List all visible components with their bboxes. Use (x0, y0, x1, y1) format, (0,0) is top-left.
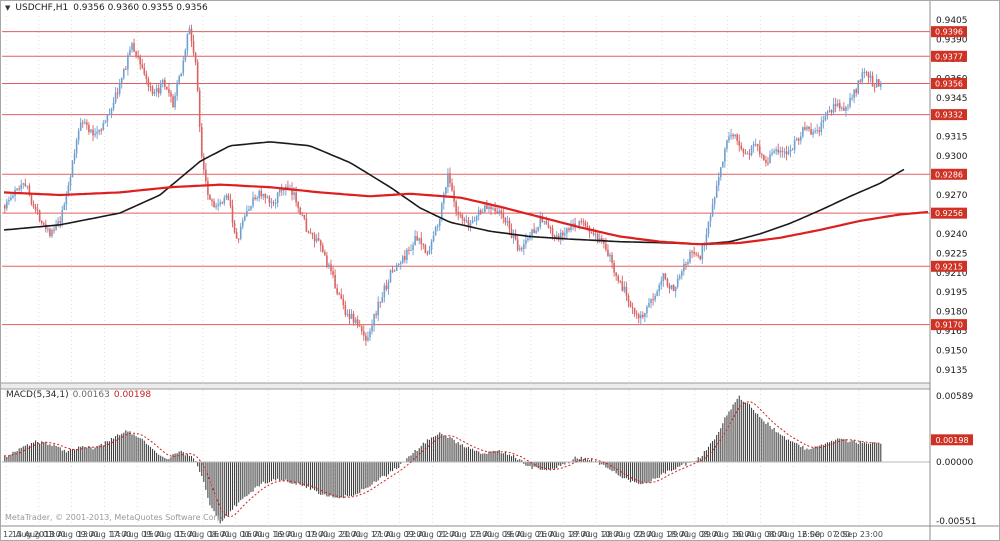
time-tick-label: 26 Aug 01:00 (504, 530, 558, 539)
price-level-badge (931, 50, 967, 62)
price-tick-label: 0.9345 (936, 94, 968, 104)
time-tick-label: 2 Sep 23:00 (835, 530, 883, 539)
time-tick-label: 20 Aug 17:00 (340, 530, 394, 539)
macd-layer (2, 395, 930, 524)
price-level-badge (931, 26, 967, 38)
ma-slow-black-line (3, 141, 905, 245)
macd-name: MACD(5,34,1) (6, 390, 69, 400)
svg-text:0.9396: 0.9396 (935, 28, 963, 37)
time-tick-label: 28 Aug 18:00 (635, 530, 689, 539)
price-tick-label: 0.9300 (936, 152, 968, 162)
time-tick-label: 26 Aug 18:00 (537, 530, 591, 539)
time-tick-label: 14 Aug 09:00 (110, 530, 164, 539)
ma-fast-red-line (3, 183, 929, 246)
svg-text:0.9286: 0.9286 (935, 170, 963, 179)
svg-text:0.9332: 0.9332 (935, 111, 963, 120)
price-tick-label: 0.9225 (936, 249, 968, 259)
time-tick-label: 27 Aug 10:00 (569, 530, 623, 539)
copyright-notice: MetaTrader, © 2001-2013, MetaQuotes Soft… (5, 513, 225, 522)
macd-tick-label: -0.00551 (936, 517, 976, 527)
macd-indicator-label: MACD(5,34,1) 0.00163 0.00198 (6, 390, 151, 400)
price-tick-label: 0.9195 (936, 288, 968, 298)
price-tick-label: 0.9165 (936, 327, 968, 337)
macd-tick-label: 0.00000 (936, 458, 973, 468)
macd-signal-line (3, 401, 878, 518)
pane-separator (0, 382, 1000, 390)
candles-layer (4, 24, 882, 346)
time-tick-label: 16 Aug 16:00 (241, 530, 295, 539)
time-tick-label: 15 Aug 01:00 (143, 530, 197, 539)
time-tick-label: 13 Aug 17:00 (77, 530, 131, 539)
svg-text:0.9356: 0.9356 (935, 80, 963, 89)
time-tick-label: 16 Aug 00:00 (209, 530, 263, 539)
svg-text:0.9215: 0.9215 (935, 262, 963, 271)
macd-signal-value: 0.00198 (113, 390, 152, 400)
symbol-marker-icon: ▼ (5, 3, 11, 12)
price-tick-label: 0.9315 (936, 133, 968, 143)
grid-layer (5, 16, 860, 525)
price-tick-label: 0.9390 (936, 35, 968, 45)
price-axis: 0.94050.93900.93750.93600.93450.93300.93… (929, 0, 1000, 541)
time-tick-label: 2 Sep 07:00 (802, 530, 850, 539)
time-tick-label: 21 Aug 09:00 (373, 530, 427, 539)
price-level-badge (931, 319, 967, 331)
moving-averages-layer (3, 141, 929, 246)
time-tick-label: 13 Aug 09:00 (45, 530, 99, 539)
time-tick-label: 13 Aug 01:00 (12, 530, 66, 539)
time-tick-label: 22 Aug 01:00 (405, 530, 459, 539)
svg-text:0.00198: 0.00198 (935, 436, 968, 445)
chart-header: ▼ USDCHF,H1 0.9356 0.9360 0.9355 0.9356 (5, 3, 208, 13)
time-tick-label: 23 Aug 09:00 (471, 530, 525, 539)
time-tick-label: 30 Aug 16:00 (766, 530, 820, 539)
svg-text:0.9377: 0.9377 (935, 52, 963, 61)
time-tick-label: 28 Aug 02:00 (602, 530, 656, 539)
time-tick-label: 12 Aug 2013 (3, 530, 54, 539)
price-tick-label: 0.9150 (936, 347, 968, 357)
svg-text:0.9170: 0.9170 (935, 321, 963, 330)
macd-value-badge (931, 434, 973, 446)
price-level-badge (931, 78, 967, 90)
time-tick-label: 29 Aug 16:00 (701, 530, 755, 539)
price-level-badge (931, 260, 967, 272)
time-tick-label: 22 Aug 17:00 (438, 530, 492, 539)
price-level-badge (931, 207, 967, 219)
price-level-badge (931, 168, 967, 180)
time-tick-label: 30 Aug 08:00 (733, 530, 787, 539)
price-tick-label: 0.9270 (936, 191, 968, 201)
price-tick-label: 0.9210 (936, 269, 968, 279)
svg-text:0.9256: 0.9256 (935, 209, 963, 218)
price-tick-label: 0.9135 (936, 366, 968, 376)
price-tick-label: 0.9240 (936, 230, 968, 240)
time-tick-label: 19 Aug 07:00 (274, 530, 328, 539)
time-tick-label: 19 Aug 23:00 (307, 530, 361, 539)
price-levels-layer (2, 31, 930, 326)
time-tick-label: 15 Aug 08:00 (176, 530, 230, 539)
price-tick-label: 0.9405 (936, 16, 968, 26)
macd-tick-label: 0.00589 (936, 392, 973, 402)
time-tick-label: 29 Aug 08:00 (668, 530, 722, 539)
macd-main-value: 0.00163 (72, 390, 110, 400)
price-tick-label: 0.9180 (936, 308, 968, 318)
symbol-timeframe-label: USDCHF,H1 (15, 3, 69, 13)
price-level-badge (931, 109, 967, 121)
ohlc-readout: 0.9356 0.9360 0.9355 0.9356 (73, 3, 208, 13)
